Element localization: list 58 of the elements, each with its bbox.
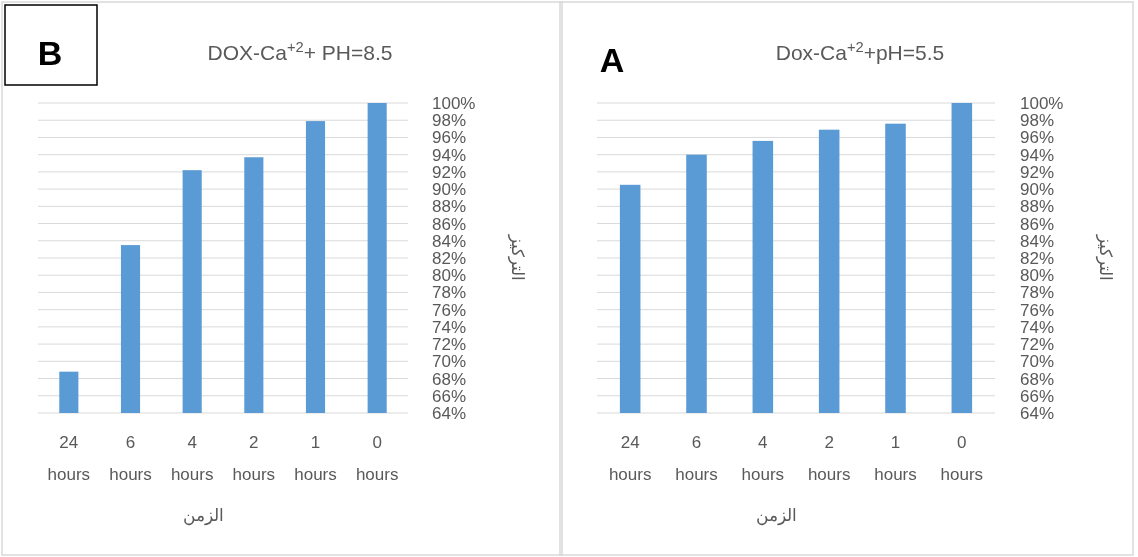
y-tick-label: 72%	[432, 335, 467, 355]
x-tick-label: 6 hours	[109, 433, 152, 484]
y-tick-label: 82%	[432, 249, 467, 268]
y-tick-label: 90%	[432, 180, 467, 200]
y-tick-label: 74%	[1020, 317, 1055, 337]
y-tick-label: 80%	[432, 266, 467, 286]
y-tick-label: 78%	[432, 283, 467, 303]
y-tick-label: 64%	[432, 404, 467, 423]
y-tick-label: 92%	[1020, 162, 1055, 182]
x-tick-label: 1 hours	[294, 433, 337, 484]
x-tick-label: 1 hours	[874, 433, 917, 484]
y-tick-label: 82%	[1020, 249, 1055, 268]
y-tick-label: 94%	[432, 145, 467, 165]
y-tick-label: 80%	[1020, 266, 1055, 286]
chart-title: DOX-Ca$^{+2}$+ PH=8.5	[207, 39, 393, 64]
y-tick-label: 70%	[1020, 352, 1055, 372]
y-tick-label: 64%	[1020, 404, 1055, 423]
y-tick-label: 96%	[432, 128, 467, 148]
y-tick-label: 92%	[432, 162, 467, 182]
y-tick-label: 66%	[1020, 386, 1055, 406]
y-tick-label: 84%	[1020, 231, 1055, 251]
y-axis-title: التركيز	[1095, 234, 1115, 281]
chart-title: Dox-Ca$^{+2}$+pH=5.5	[775, 39, 945, 64]
y-tick-label: 68%	[1020, 369, 1055, 389]
y-tick-label: 88%	[432, 197, 467, 217]
x-tick-label: 0 hours	[355, 433, 399, 484]
x-tick-label: 24 hours	[47, 433, 91, 484]
x-tick-label: 24 hours	[608, 433, 652, 484]
y-tick-label: 70%	[432, 352, 467, 372]
x-axis-title: الزمن	[182, 506, 224, 526]
y-tick-label: 98%	[432, 111, 467, 131]
y-tick-label: 100%	[1020, 94, 1064, 113]
x-tick-label: 4 hours	[741, 433, 785, 484]
x-axis-title: الزمن	[755, 506, 797, 526]
x-tick-label: 0 hours	[940, 433, 984, 484]
y-tick-label: 90%	[1020, 180, 1055, 200]
y-tick-label: 84%	[432, 231, 467, 251]
y-tick-label: 88%	[1020, 197, 1055, 217]
x-tick-label: 6 hours	[675, 433, 718, 484]
y-tick-label: 94%	[1020, 145, 1055, 165]
y-tick-label: 76%	[432, 300, 467, 320]
x-tick-label: 4 hours	[170, 433, 214, 484]
y-tick-label: 86%	[1020, 214, 1055, 234]
y-tick-label: 72%	[1020, 335, 1055, 355]
y-tick-label: 68%	[432, 369, 467, 389]
y-axis-title: التركيز	[507, 234, 527, 281]
y-tick-label: 76%	[1020, 300, 1055, 320]
y-tick-label: 74%	[432, 317, 467, 337]
y-tick-label: 98%	[1020, 111, 1055, 131]
x-tick-label: 2 hours	[232, 433, 276, 484]
x-tick-label: 2 hours	[807, 433, 851, 484]
y-tick-label: 100%	[432, 94, 476, 113]
y-tick-label: 86%	[432, 214, 467, 234]
text: B	[37, 34, 63, 72]
text: A	[599, 41, 625, 79]
y-tick-label: 96%	[1020, 128, 1055, 148]
y-tick-label: 66%	[432, 386, 467, 406]
y-tick-label: 78%	[1020, 283, 1055, 303]
